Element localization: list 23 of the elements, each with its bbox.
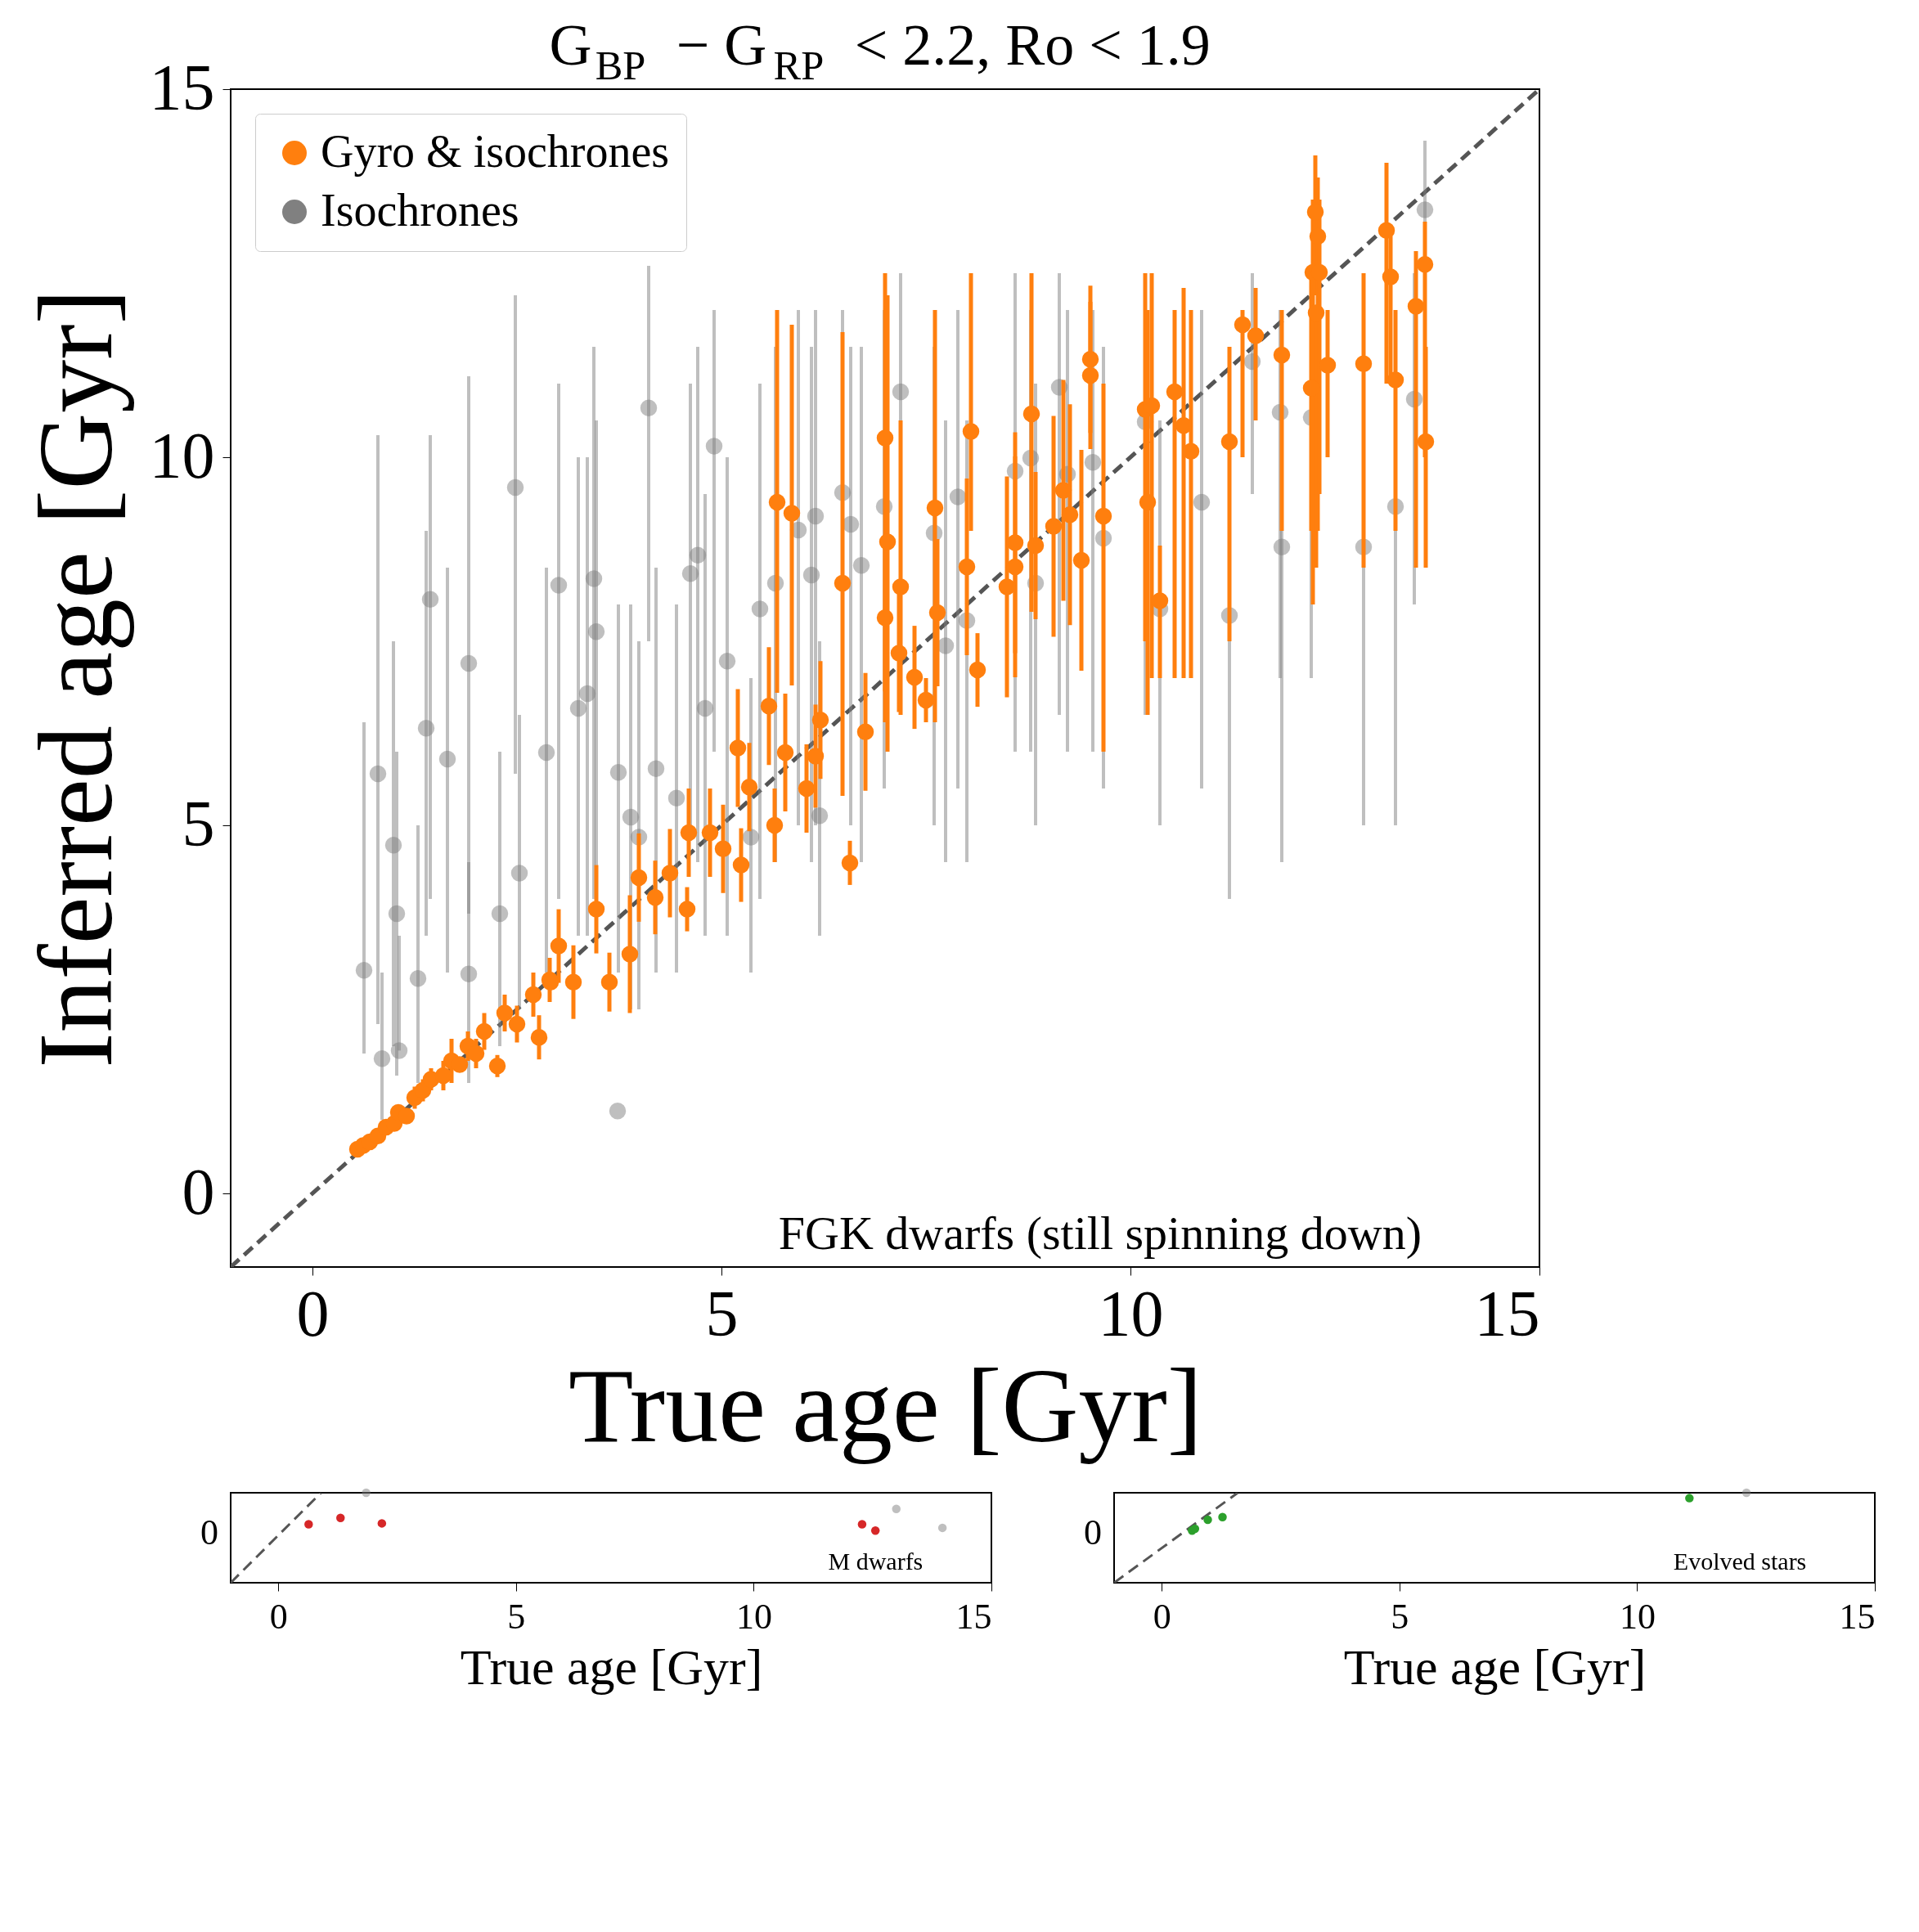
y-tick-label: 5 xyxy=(182,787,215,860)
y-axis-title: Inferred age [Gyr] xyxy=(16,289,134,1068)
text: 0 xyxy=(1084,1512,1102,1552)
annotation: FGK dwarfs (still spinning down) xyxy=(778,1206,1422,1260)
legend-label: Isochrones xyxy=(321,185,519,236)
x-tick-label: 15 xyxy=(1474,1277,1540,1350)
x-tick-label: 0 xyxy=(269,1596,288,1637)
legend-label: Gyro & isochrones xyxy=(321,126,670,177)
y-tick-label: 10 xyxy=(149,419,215,492)
annotation: M dwarfs xyxy=(828,1548,924,1575)
y-tick-label: 0 xyxy=(182,1155,215,1228)
x-tick-label: 15 xyxy=(1839,1596,1876,1637)
x-tick-label: 5 xyxy=(1391,1596,1409,1637)
x-tick-label: 10 xyxy=(735,1596,772,1637)
x-tick-label: 10 xyxy=(1619,1596,1656,1637)
annotation: Evolved stars xyxy=(1673,1548,1807,1575)
x-axis-title: True age [Gyr] xyxy=(1343,1638,1647,1695)
x-tick-label: 0 xyxy=(1153,1596,1171,1637)
x-tick-label: 0 xyxy=(296,1277,330,1350)
y-tick-label: 15 xyxy=(149,51,215,124)
x-tick-label: 15 xyxy=(955,1596,992,1637)
x-tick-label: 5 xyxy=(507,1596,526,1637)
x-axis-title: True age [Gyr] xyxy=(460,1638,763,1695)
